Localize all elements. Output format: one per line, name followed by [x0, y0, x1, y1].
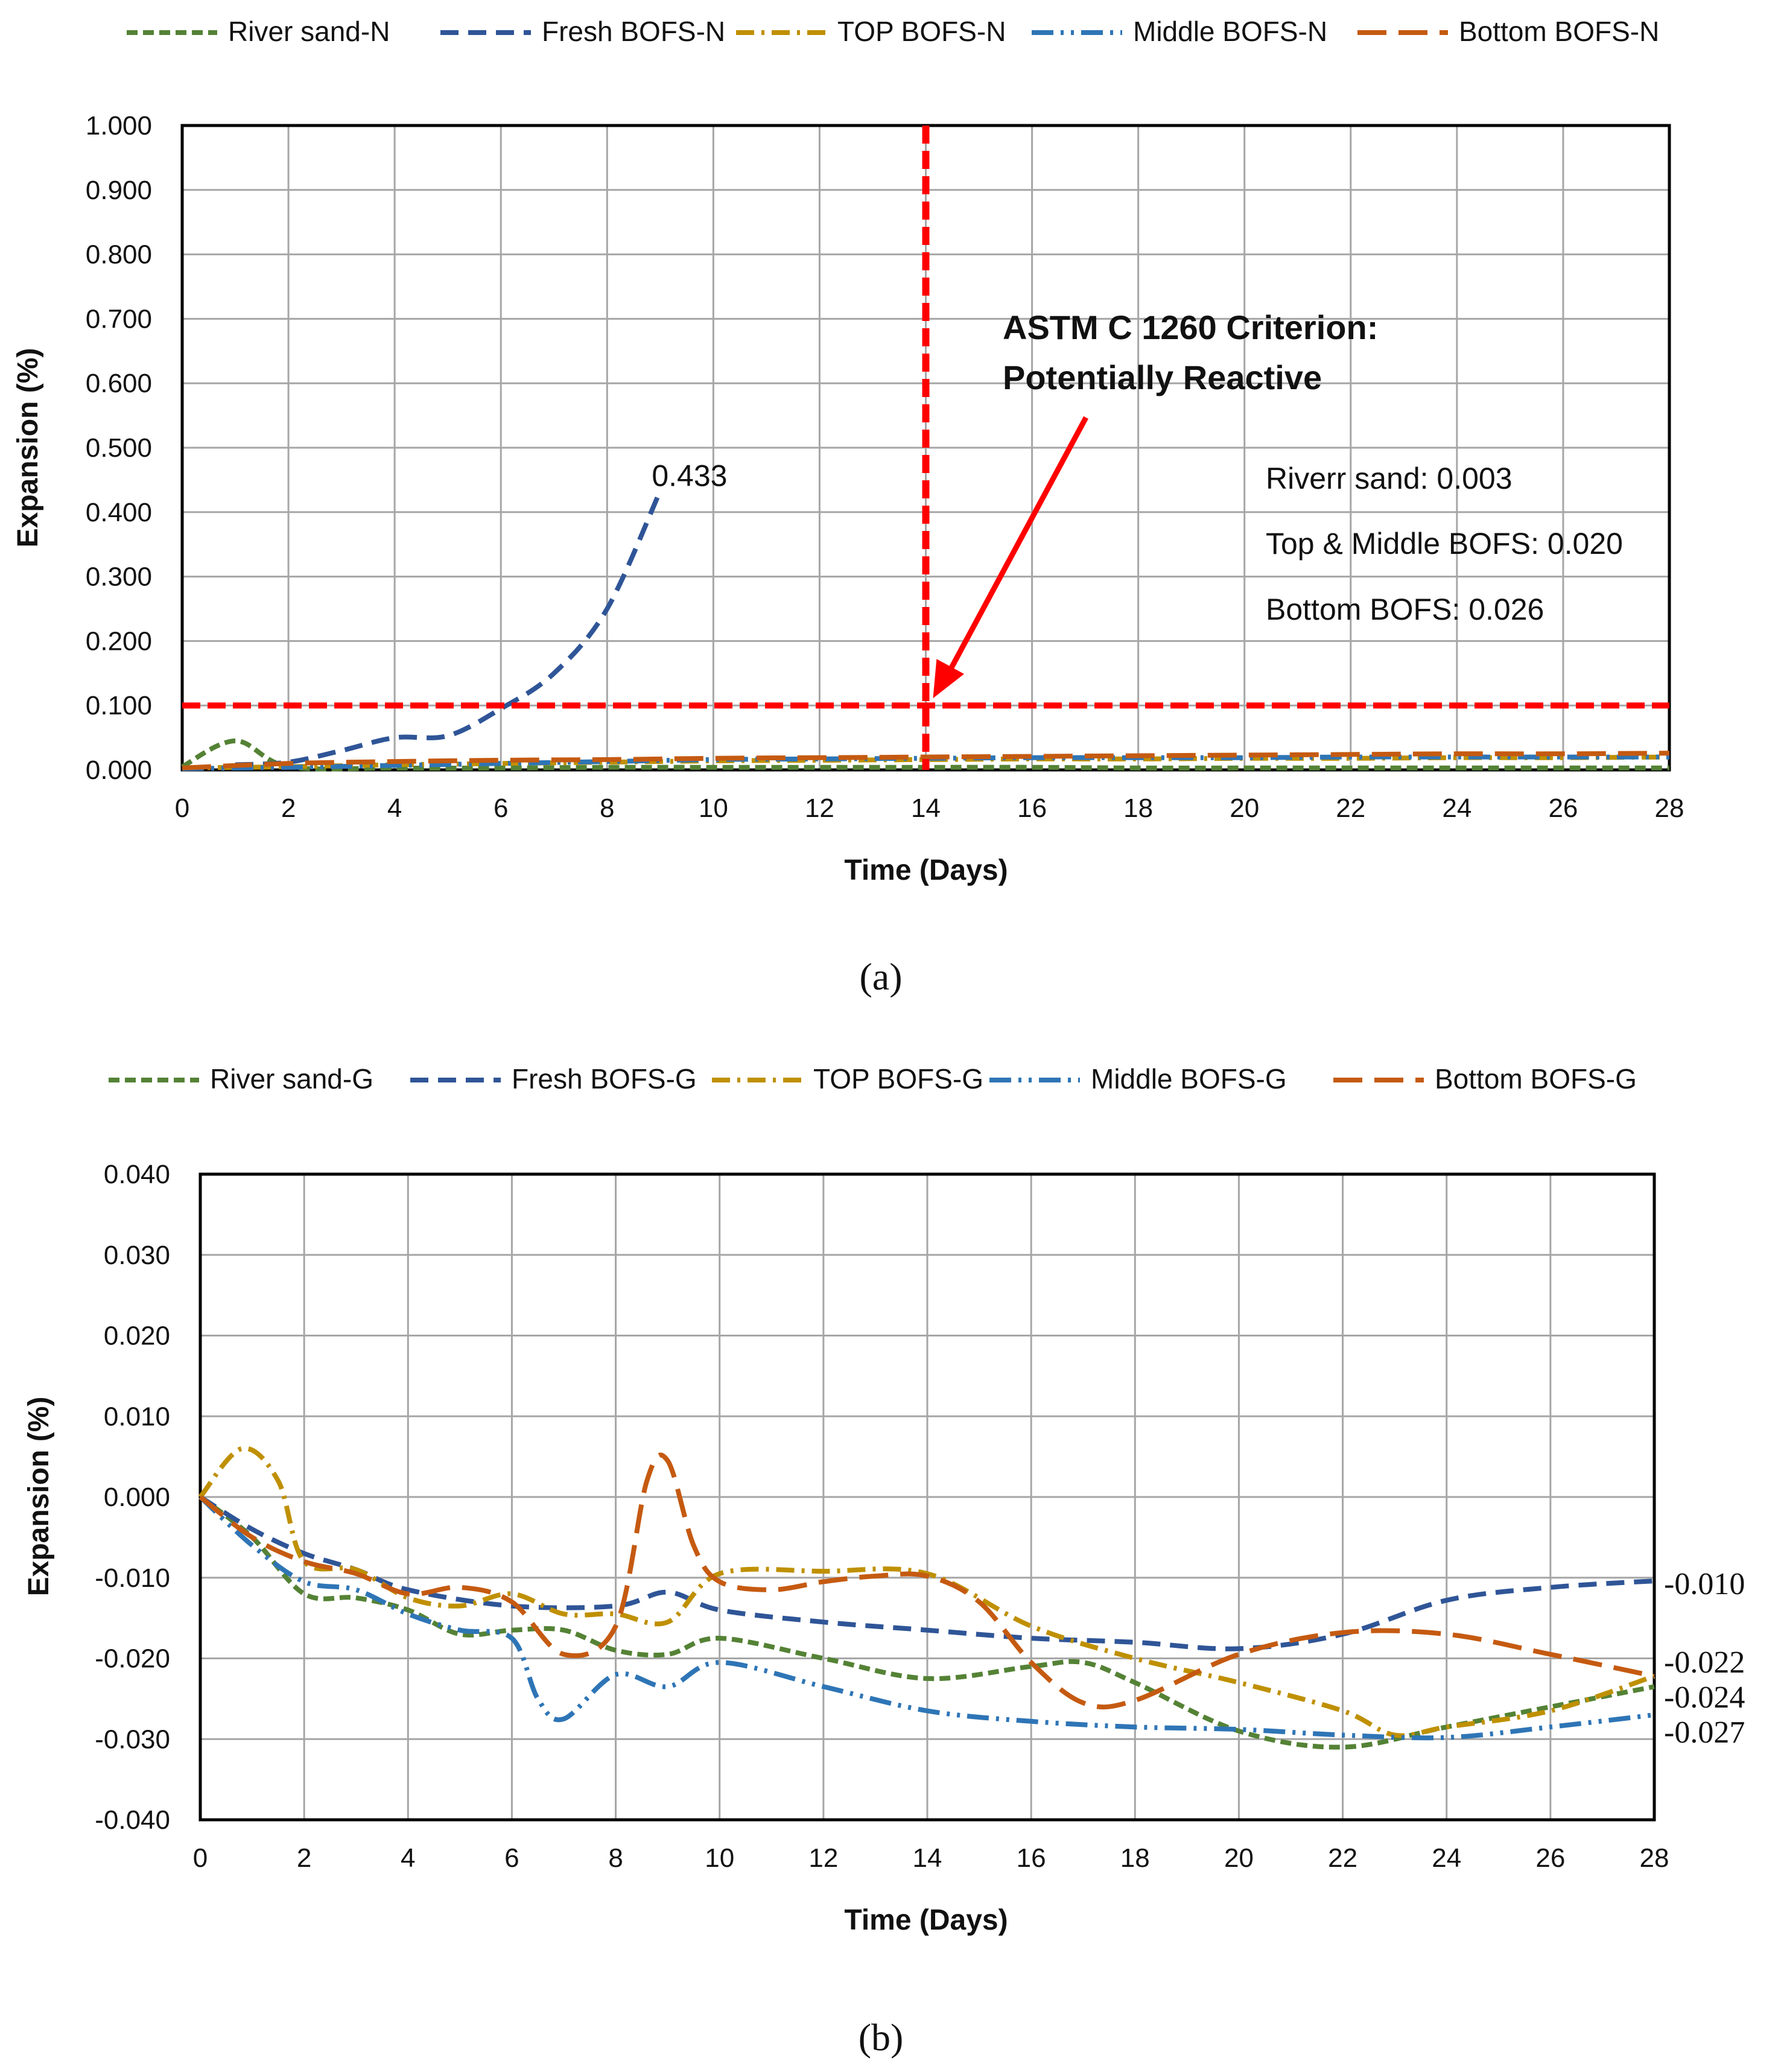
legend-entry-label: Bottom BOFS-G: [1435, 1063, 1637, 1095]
x-tick-label: 8: [608, 1843, 623, 1873]
x-tick-label: 10: [705, 1843, 734, 1873]
series-line-top-bofs-g: [198, 1446, 1656, 1738]
y-tick-label: 0.040: [104, 1160, 170, 1189]
x-tick-label: 18: [1123, 793, 1153, 823]
x-tick-label: 22: [1336, 793, 1365, 823]
x-tick-label: 4: [387, 793, 402, 823]
x-tick-label: 16: [1017, 793, 1047, 823]
x-tick-label: 4: [401, 1843, 415, 1873]
y-tick-label: 0.800: [86, 240, 152, 270]
y-tick-label: 0.600: [86, 369, 152, 398]
x-tick-label: 6: [504, 1843, 519, 1873]
x-tick-label: 8: [600, 793, 614, 823]
criterion-label-line1: ASTM C 1260 Criterion:: [1003, 308, 1378, 346]
tick-labels-b: 0 2 4 6 8 10 12 14 16 18 20 22 24 26 28-0.040-0.030-0.…: [95, 1160, 1669, 1873]
y-tick-label: 0.900: [86, 176, 152, 205]
legend-entry-label: River sand-N: [228, 16, 390, 47]
x-tick-label: 12: [808, 1843, 838, 1873]
chart-panel-b: River sand-G Fresh BOFS-G TOP BOFS-G Middle…: [23, 1063, 1745, 2059]
x-tick-label: 2: [281, 793, 296, 823]
x-tick-label: 24: [1442, 793, 1471, 823]
x-tick-label: 0: [175, 793, 189, 823]
series-line-middle-bofs-g: [198, 1495, 1655, 1741]
y-tick-label: 0.300: [86, 562, 152, 592]
x-tick-label: 18: [1120, 1843, 1150, 1873]
legend-entry-label: Middle BOFS-G: [1091, 1063, 1287, 1095]
series-lines-a: [181, 489, 1670, 772]
y-tick-label: 0.100: [86, 691, 152, 720]
x-tick-label: 26: [1535, 1843, 1565, 1873]
x-tick-label: 28: [1640, 1843, 1669, 1873]
gridlines-b: [199, 1173, 1656, 1821]
y-tick-label: 0.500: [86, 433, 152, 463]
caption-a: (a): [859, 955, 902, 998]
x-tick-label: 20: [1230, 793, 1259, 823]
x-axis-title-a: Time (Days): [844, 854, 1008, 886]
end-label-river-sand: -0.024: [1664, 1680, 1745, 1715]
x-tick-label: 14: [913, 1843, 942, 1873]
x-tick-label: 0: [193, 1843, 208, 1873]
series-line-bottom-bofs-g: [198, 1452, 1655, 1710]
x-axis-title-b: Time (Days): [844, 1904, 1008, 1936]
legend-a: River sand-N Fresh BOFS-N TOP BOFS-N Middle…: [127, 16, 1659, 47]
y-tick-label: 0.020: [104, 1321, 170, 1351]
x-tick-label: 22: [1328, 1843, 1357, 1873]
x-tick-label: 12: [805, 793, 834, 823]
x-tick-label: 20: [1224, 1843, 1254, 1873]
caption-b: (b): [859, 2016, 904, 2059]
legend-entry-label: TOP BOFS-G: [813, 1063, 983, 1095]
note-top-middle-bofs: Top & Middle BOFS: 0.020: [1266, 527, 1623, 561]
legend-entry-label: Fresh BOFS-N: [542, 16, 725, 47]
y-tick-label: 0.030: [104, 1241, 170, 1270]
y-axis-title-a: Expansion (%): [12, 348, 44, 548]
criterion-arrow: [933, 416, 1088, 699]
series-line-river-sand-n: [181, 738, 1669, 772]
criterion-arrow-head: [933, 659, 965, 699]
legend-entry-label: River sand-G: [210, 1063, 373, 1095]
x-tick-label: 24: [1432, 1843, 1461, 1873]
y-tick-label: 0.400: [86, 498, 152, 527]
series-line-river-sand-g: [198, 1495, 1655, 1750]
y-tick-label: -0.020: [95, 1644, 170, 1674]
note-river-sand: Riverr sand: 0.003: [1266, 462, 1513, 495]
y-tick-label: 0.700: [86, 304, 152, 334]
tick-labels-a: 0 2 4 6 8 10 12 14 16 18 20 22 24 26 280.0000.1000.200…: [86, 111, 1684, 823]
x-tick-label: 16: [1017, 1843, 1046, 1873]
x-tick-label: 6: [494, 793, 508, 823]
y-tick-label: 0.000: [104, 1482, 170, 1512]
x-tick-label: 28: [1655, 793, 1684, 823]
series-lines-b: [198, 1446, 1656, 1750]
y-axis-title-b: Expansion (%): [23, 1397, 55, 1597]
end-label-middle: -0.027: [1664, 1715, 1745, 1750]
legend-entry-label: Fresh BOFS-G: [512, 1063, 697, 1095]
criterion-label-line2: Potentially Reactive: [1003, 358, 1322, 396]
y-tick-label: -0.010: [95, 1563, 170, 1593]
note-bottom-bofs: Bottom BOFS: 0.026: [1266, 593, 1544, 626]
end-label-bottom-top: -0.022: [1664, 1645, 1745, 1680]
y-tick-label: 1.000: [86, 111, 152, 141]
y-tick-label: 0.010: [104, 1402, 170, 1431]
end-label-fresh: -0.010: [1664, 1567, 1745, 1601]
reference-lines-a: [182, 126, 1669, 770]
legend-entry-label: Bottom BOFS-N: [1459, 16, 1659, 47]
legend-entry-label: TOP BOFS-N: [837, 16, 1006, 47]
x-tick-label: 2: [297, 1843, 311, 1873]
chart-panel-a: River sand-N Fresh BOFS-N TOP BOFS-N Middle…: [12, 16, 1684, 998]
x-tick-label: 10: [699, 793, 728, 823]
x-tick-label: 14: [911, 793, 941, 823]
series-line-bottom-bofs-n: [182, 751, 1670, 771]
legend-b: River sand-G Fresh BOFS-G TOP BOFS-G Middle…: [109, 1063, 1637, 1095]
series-line-fresh-bofs-g: [198, 1495, 1655, 1651]
y-tick-label: -0.040: [95, 1805, 170, 1835]
series-line-fresh-bofs-n: [235, 489, 662, 767]
y-tick-label: 0.200: [86, 626, 152, 656]
legend-entry-label: Middle BOFS-N: [1133, 16, 1327, 47]
peak-value-label: 0.433: [652, 459, 727, 493]
criterion-arrow-shaft: [947, 416, 1088, 672]
x-tick-label: 26: [1548, 793, 1578, 823]
y-tick-label: 0.000: [86, 755, 152, 785]
y-tick-label: -0.030: [95, 1724, 170, 1754]
